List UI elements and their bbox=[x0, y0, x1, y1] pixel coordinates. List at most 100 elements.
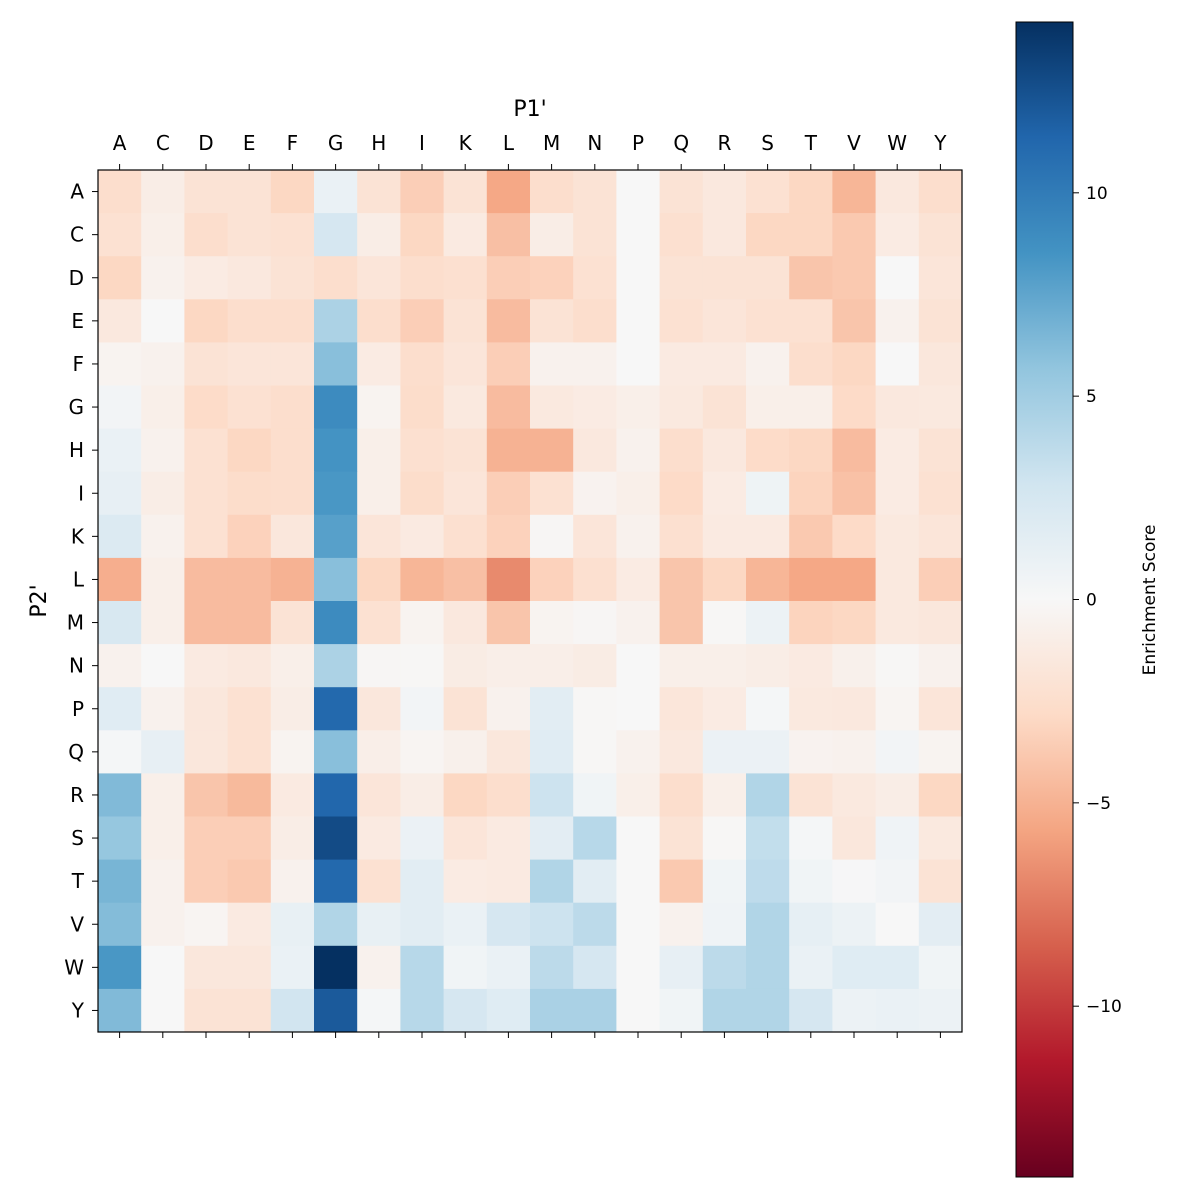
heatmap-cell bbox=[314, 644, 358, 688]
heatmap-cell bbox=[659, 945, 704, 990]
heatmap-cell bbox=[918, 945, 963, 990]
heatmap-cell bbox=[659, 342, 704, 386]
heatmap-cell bbox=[270, 428, 315, 473]
heatmap-cell bbox=[918, 859, 963, 904]
heatmap-cell bbox=[141, 256, 185, 300]
heatmap-cell bbox=[270, 687, 315, 731]
heatmap-cell bbox=[702, 859, 747, 904]
heatmap-cell bbox=[530, 299, 574, 343]
heatmap-cell bbox=[832, 730, 877, 774]
heatmap-cell bbox=[918, 988, 963, 1033]
heatmap-cell bbox=[875, 428, 920, 473]
heatmap-cell bbox=[270, 601, 315, 645]
heatmap-cell bbox=[443, 256, 488, 300]
heatmap-cell bbox=[314, 385, 358, 430]
heatmap-cell bbox=[270, 342, 315, 386]
heatmap-cell bbox=[832, 299, 877, 343]
heatmap-cell bbox=[227, 256, 272, 300]
heatmap-cell bbox=[702, 256, 747, 300]
heatmap-cell bbox=[918, 902, 963, 947]
heatmap-cell bbox=[314, 730, 358, 774]
heatmap-cell bbox=[789, 170, 833, 214]
heatmap-cell bbox=[357, 988, 401, 1033]
heatmap-cell bbox=[918, 213, 963, 257]
heatmap-cell bbox=[184, 256, 229, 300]
y-tick-label: T bbox=[71, 869, 85, 893]
heatmap-cell bbox=[98, 945, 142, 990]
x-axis-label: P1' bbox=[513, 97, 546, 122]
x-tick-label: P bbox=[632, 131, 644, 155]
heatmap-cell bbox=[184, 514, 229, 559]
heatmap-cell bbox=[530, 213, 574, 257]
heatmap-cell bbox=[270, 299, 315, 343]
heatmap-cell bbox=[184, 687, 229, 731]
heatmap-cell bbox=[486, 299, 531, 343]
x-tick-label: F bbox=[287, 131, 299, 155]
heatmap-cell bbox=[443, 514, 488, 559]
heatmap-cell bbox=[443, 385, 488, 430]
heatmap-cell bbox=[314, 299, 358, 343]
heatmap-cell bbox=[357, 471, 401, 516]
heatmap-cell bbox=[659, 557, 704, 602]
heatmap-cell bbox=[270, 816, 315, 861]
heatmap-cell bbox=[659, 730, 704, 774]
y-tick-label: E bbox=[71, 309, 84, 333]
heatmap-cell bbox=[357, 256, 401, 300]
heatmap-cell bbox=[400, 902, 445, 947]
y-tick-label: G bbox=[69, 395, 85, 419]
heatmap-cell bbox=[400, 385, 445, 430]
x-tick-label: N bbox=[587, 131, 602, 155]
heatmap-cell bbox=[789, 256, 833, 300]
y-tick-label: W bbox=[64, 955, 84, 979]
heatmap-cell bbox=[184, 644, 229, 688]
heatmap-cell bbox=[486, 514, 531, 559]
heatmap-cell bbox=[314, 428, 358, 473]
x-tick-label: H bbox=[371, 131, 386, 155]
heatmap-cell bbox=[832, 687, 877, 731]
heatmap-cell bbox=[98, 385, 142, 430]
y-tick-label: H bbox=[69, 438, 84, 462]
heatmap-cell bbox=[659, 773, 704, 817]
heatmap-cell bbox=[227, 687, 272, 731]
x-tick-label: I bbox=[419, 131, 425, 155]
heatmap-cell bbox=[400, 471, 445, 516]
heatmap-cell bbox=[875, 385, 920, 430]
heatmap-cell bbox=[573, 471, 617, 516]
heatmap-cell bbox=[832, 342, 877, 386]
heatmap-cell bbox=[184, 859, 229, 904]
heatmap-cell bbox=[227, 514, 272, 559]
heatmap-cell bbox=[486, 773, 531, 817]
heatmap-cell bbox=[875, 299, 920, 343]
heatmap-cell bbox=[98, 730, 142, 774]
heatmap-cell bbox=[270, 213, 315, 257]
heatmap-cell bbox=[832, 428, 877, 473]
heatmap-cell bbox=[486, 601, 531, 645]
heatmap-cell bbox=[357, 514, 401, 559]
heatmap-cell bbox=[98, 601, 142, 645]
heatmap-cell bbox=[184, 557, 229, 602]
heatmap-cell bbox=[875, 557, 920, 602]
x-tick-label: W bbox=[887, 131, 907, 155]
heatmap-cell bbox=[616, 428, 661, 473]
heatmap-cell bbox=[918, 342, 963, 386]
heatmap-cell bbox=[918, 299, 963, 343]
heatmap-cell bbox=[875, 687, 920, 731]
heatmap-cell bbox=[443, 213, 488, 257]
heatmap-cell bbox=[443, 773, 488, 817]
heatmap-cell bbox=[443, 730, 488, 774]
heatmap-cell bbox=[789, 213, 833, 257]
heatmap-cell bbox=[270, 902, 315, 947]
x-tick-label: G bbox=[328, 131, 344, 155]
x-tick-label: Q bbox=[673, 131, 689, 155]
heatmap-cell bbox=[141, 902, 185, 947]
heatmap-cell bbox=[616, 170, 661, 214]
heatmap-cell bbox=[616, 601, 661, 645]
heatmap-cell bbox=[400, 730, 445, 774]
heatmap-cell bbox=[227, 557, 272, 602]
heatmap-cell bbox=[141, 945, 185, 990]
heatmap-cell bbox=[659, 170, 704, 214]
heatmap-cell bbox=[746, 601, 790, 645]
heatmap-cell bbox=[702, 385, 747, 430]
heatmap-cell bbox=[184, 428, 229, 473]
